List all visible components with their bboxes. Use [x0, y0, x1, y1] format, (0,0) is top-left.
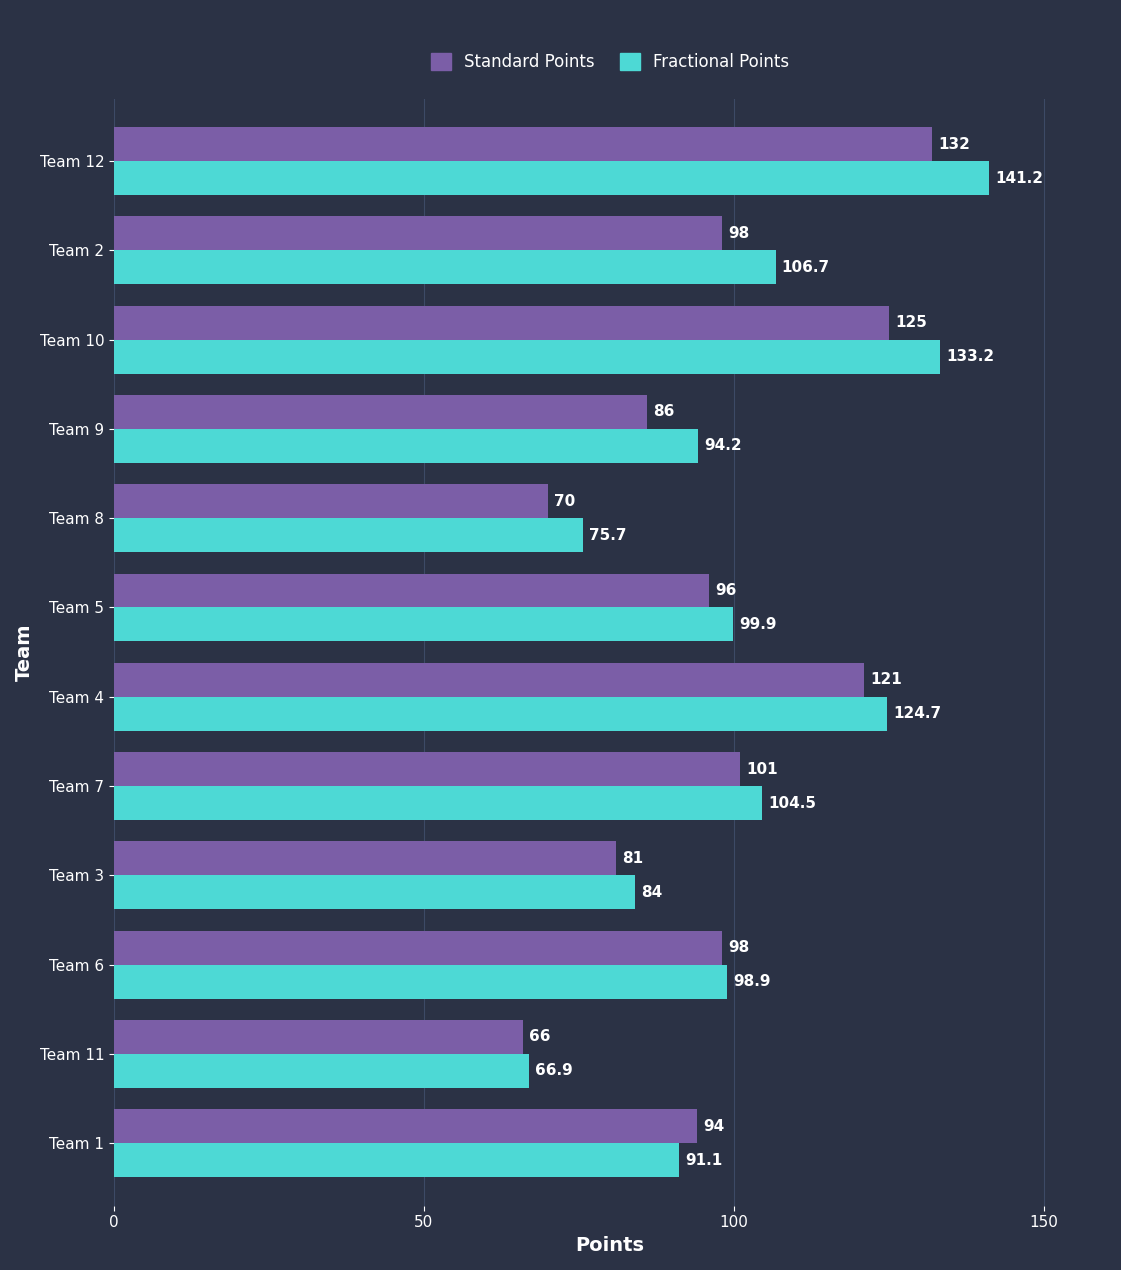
Bar — [114, 127, 933, 161]
Text: 94.2: 94.2 — [704, 438, 742, 453]
Text: 98: 98 — [728, 940, 749, 955]
Bar — [114, 306, 889, 339]
Text: 70: 70 — [554, 494, 575, 509]
Bar — [114, 875, 634, 909]
Bar — [114, 518, 583, 552]
Bar — [114, 250, 776, 284]
Text: 84: 84 — [641, 885, 663, 900]
Bar — [114, 395, 647, 429]
Bar — [114, 752, 740, 786]
Bar — [114, 1143, 679, 1177]
Text: 86: 86 — [654, 404, 675, 419]
Text: 124.7: 124.7 — [893, 706, 942, 721]
Bar — [114, 1020, 524, 1054]
Text: 101: 101 — [747, 762, 778, 776]
Text: 121: 121 — [870, 672, 902, 687]
Bar — [114, 931, 722, 965]
Text: 106.7: 106.7 — [781, 260, 830, 274]
Bar — [114, 574, 710, 607]
Text: 94: 94 — [703, 1119, 724, 1134]
Bar — [114, 1109, 697, 1143]
Text: 104.5: 104.5 — [768, 795, 816, 810]
Text: 98.9: 98.9 — [733, 974, 771, 989]
Bar — [114, 663, 864, 697]
Legend: Standard Points, Fractional Points: Standard Points, Fractional Points — [424, 46, 796, 77]
Bar — [114, 697, 887, 730]
Text: 66: 66 — [529, 1030, 550, 1044]
Text: 81: 81 — [622, 851, 643, 866]
Bar — [114, 786, 762, 820]
Bar — [114, 161, 990, 196]
Text: 141.2: 141.2 — [995, 170, 1044, 185]
Text: 125: 125 — [896, 315, 927, 330]
Text: 96: 96 — [715, 583, 736, 598]
Text: 133.2: 133.2 — [946, 349, 994, 364]
Bar — [114, 484, 548, 518]
Bar — [114, 339, 939, 373]
Text: 98: 98 — [728, 226, 749, 241]
Text: 75.7: 75.7 — [590, 527, 627, 542]
Bar — [114, 429, 698, 462]
Text: 91.1: 91.1 — [685, 1153, 722, 1167]
Bar — [114, 607, 733, 641]
Bar — [114, 1054, 529, 1088]
Text: 66.9: 66.9 — [535, 1063, 573, 1078]
Y-axis label: Team: Team — [15, 624, 34, 681]
Bar — [114, 216, 722, 250]
Bar — [114, 842, 617, 875]
Text: 99.9: 99.9 — [740, 617, 777, 632]
Bar — [114, 965, 728, 998]
Text: 132: 132 — [938, 137, 971, 151]
X-axis label: Points: Points — [575, 1236, 645, 1255]
